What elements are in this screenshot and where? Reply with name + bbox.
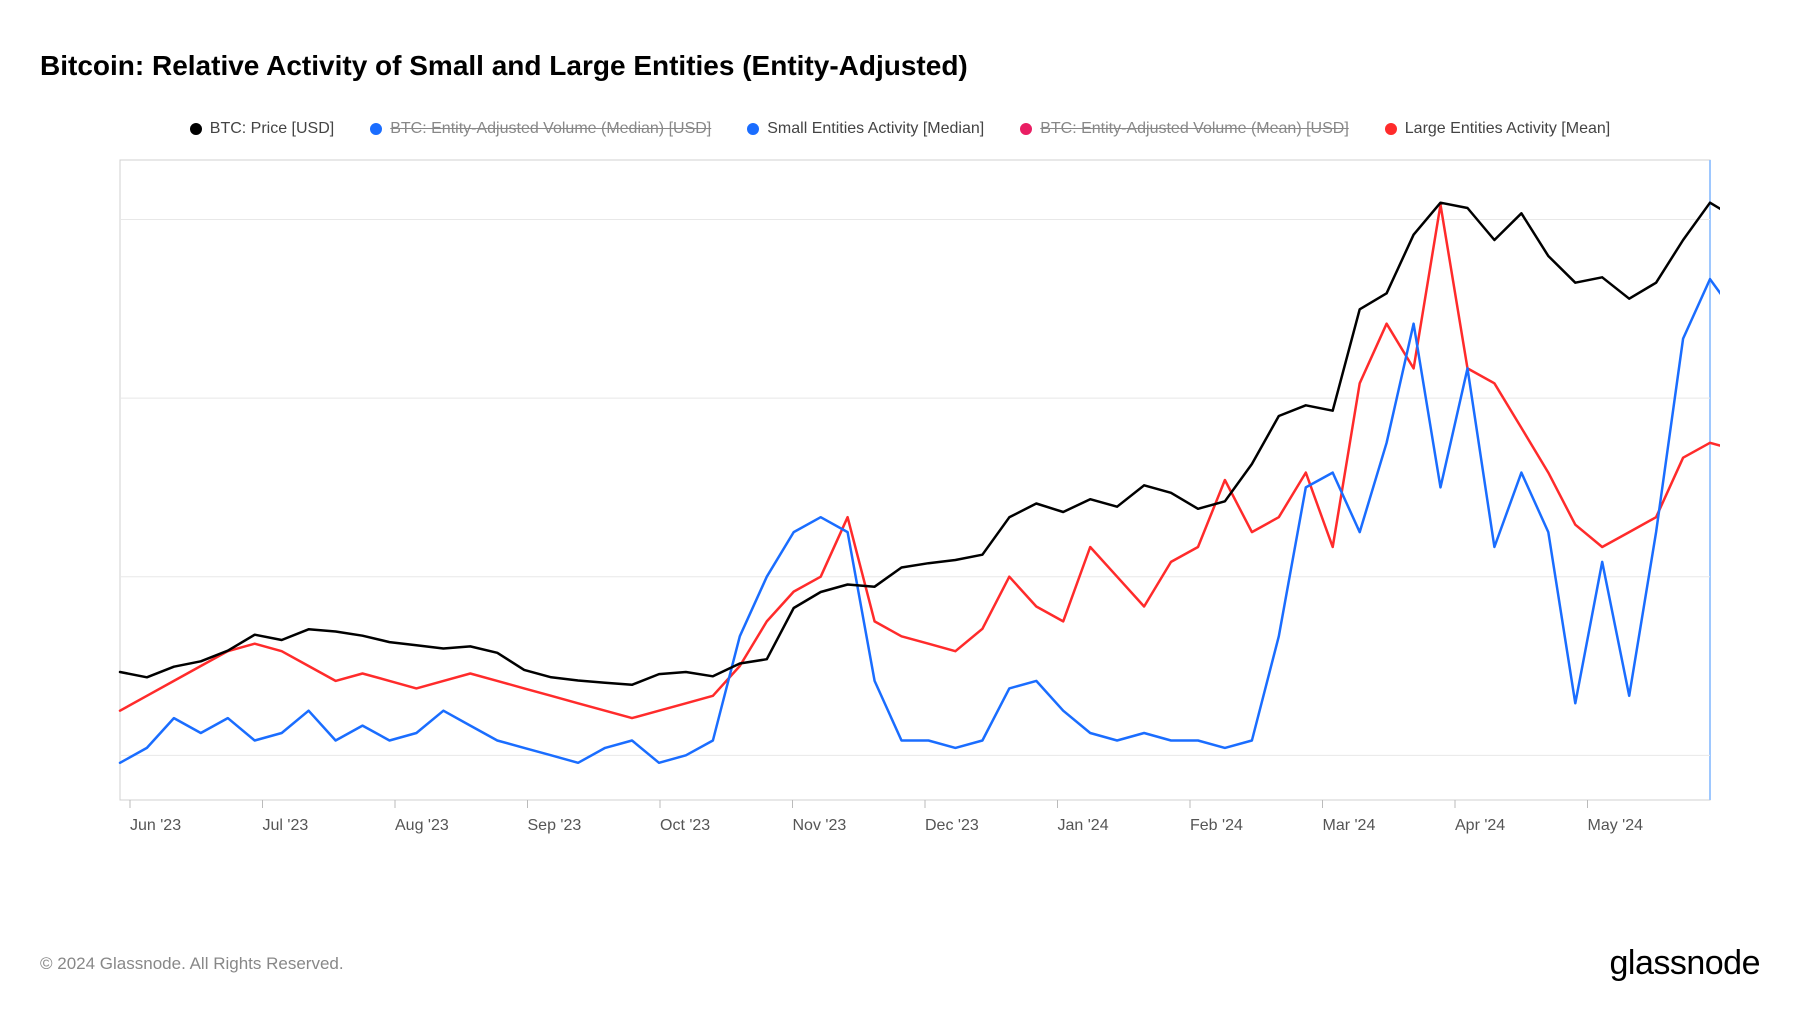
x-axis-label: Oct '23 <box>660 817 710 834</box>
x-axis-label: Apr '24 <box>1455 817 1505 834</box>
legend-dot-icon <box>370 123 382 135</box>
x-axis-label: Aug '23 <box>395 817 449 834</box>
brand-logo: glassnode <box>1609 944 1760 983</box>
legend-item[interactable]: BTC: Entity-Adjusted Volume (Median) [US… <box>370 120 711 138</box>
legend-item[interactable]: Large Entities Activity [Mean] <box>1385 120 1610 138</box>
x-axis-label: Sep '23 <box>528 817 582 834</box>
x-axis-label: Dec '23 <box>925 817 979 834</box>
x-axis-label: May '24 <box>1588 817 1644 834</box>
x-axis-label: Jan '24 <box>1058 817 1109 834</box>
legend: BTC: Price [USD] BTC: Entity-Adjusted Vol… <box>0 120 1800 138</box>
legend-item[interactable]: BTC: Entity-Adjusted Volume (Mean) [USD] <box>1020 120 1349 138</box>
legend-item[interactable]: Small Entities Activity [Median] <box>747 120 984 138</box>
x-axis-label: Jun '23 <box>130 817 181 834</box>
legend-label: BTC: Entity-Adjusted Volume (Median) [US… <box>390 120 711 138</box>
copyright: © 2024 Glassnode. All Rights Reserved. <box>40 954 344 974</box>
x-axis-label: Nov '23 <box>793 817 847 834</box>
legend-item[interactable]: BTC: Price [USD] <box>190 120 334 138</box>
chart-svg: Jun '23 Jul '23 Aug '23 Sep '23 Oct '23 Nov '… <box>110 150 1720 870</box>
legend-label: Small Entities Activity [Median] <box>767 120 984 138</box>
chart-title: Bitcoin: Relative Activity of Small and … <box>40 50 968 82</box>
legend-dot-icon <box>190 123 202 135</box>
legend-dot-icon <box>747 123 759 135</box>
chart-area: Jun '23 Jul '23 Aug '23 Sep '23 Oct '23 Nov '… <box>110 150 1720 870</box>
legend-dot-icon <box>1385 123 1397 135</box>
legend-label: Large Entities Activity [Mean] <box>1405 120 1610 138</box>
x-axis-label: Jul '23 <box>263 817 309 834</box>
legend-label: BTC: Entity-Adjusted Volume (Mean) [USD] <box>1040 120 1349 138</box>
x-axis-label: Feb '24 <box>1190 817 1243 834</box>
plot-border <box>120 160 1710 800</box>
footer: © 2024 Glassnode. All Rights Reserved. g… <box>40 944 1760 983</box>
legend-dot-icon <box>1020 123 1032 135</box>
legend-label: BTC: Price [USD] <box>210 120 334 138</box>
x-axis-label: Mar '24 <box>1323 817 1376 834</box>
